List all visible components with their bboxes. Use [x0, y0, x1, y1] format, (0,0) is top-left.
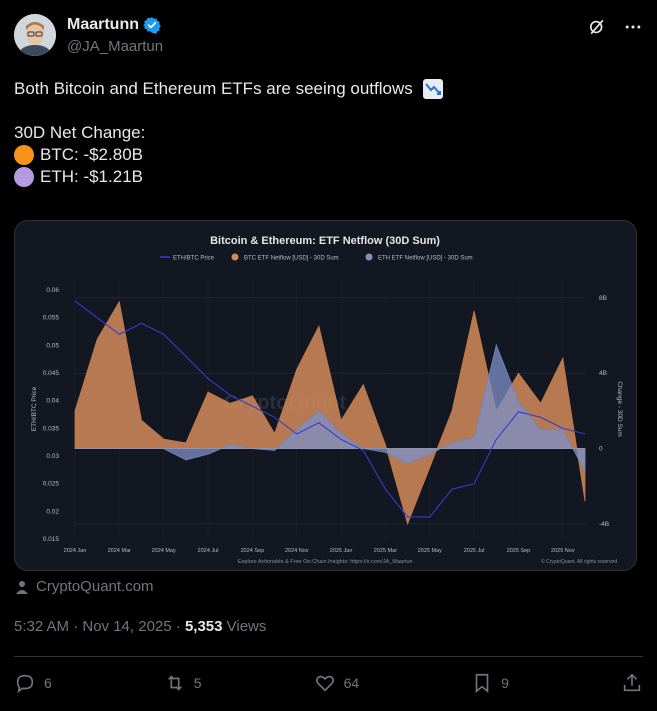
x-tick: 2025 May [418, 548, 442, 554]
repost-button[interactable]: 5 [164, 672, 202, 694]
tweet-line-btc: BTC: -$2.80B [14, 144, 634, 166]
repost-count: 5 [193, 675, 202, 691]
legend-swatch [231, 253, 239, 261]
btc-netflow-area [74, 300, 586, 526]
legend-entry: ETH/BTC Price [173, 256, 215, 262]
y-tick-left: 0.02 [46, 508, 59, 515]
eth-change: ETH: -$1.21B [40, 167, 143, 186]
chart-image[interactable]: Bitcoin & Ethereum: ETF Netflow (30D Sum… [14, 220, 637, 571]
tweet-header: Maartunn @JA_Maartun [14, 14, 644, 60]
share-icon [623, 673, 641, 692]
y-tick-left: 0.025 [43, 481, 60, 488]
like-count: 64 [343, 675, 360, 691]
x-tick: 2025 Sep [507, 548, 531, 554]
y-tick-left: 0.06 [46, 287, 59, 294]
grok-icon[interactable] [586, 16, 608, 38]
y-tick-left: 0.05 [46, 342, 59, 349]
legend-entry: BTC ETF Netflow [USD] - 30D Sum [244, 256, 339, 262]
orange-circle-icon [14, 145, 34, 165]
y-axis-label-left: ETH/BTC Price [31, 386, 38, 431]
chart-title: Bitcoin & Ethereum: ETF Netflow (30D Sum… [210, 235, 440, 247]
x-tick: 2025 Nov [551, 548, 575, 554]
tweet-meta: 5:32 AM · Nov 14, 2025 · 5,353 Views [14, 618, 266, 635]
reply-icon [16, 674, 34, 694]
x-tick: 2024 Sep [241, 548, 265, 554]
handle[interactable]: @JA_Maartun [67, 38, 164, 55]
x-tick: 2024 Mar [108, 548, 131, 554]
verified-badge-icon [143, 16, 161, 34]
chart-decreasing-icon [422, 79, 443, 99]
like-icon [315, 675, 334, 692]
x-tick: 2025 Jan [330, 548, 353, 554]
x-tick: 2024 Jan [64, 548, 87, 554]
source-label[interactable]: CryptoQuant.com [36, 578, 154, 595]
tweet-intro: Both Bitcoin and Ethereum ETFs are seein… [14, 79, 413, 98]
x-tick: 2024 May [152, 548, 176, 554]
chart-legend: ETH/BTC Price BTC ETF Netflow [USD] - 30D… [160, 253, 473, 262]
x-tick: 2025 Jul [464, 548, 485, 554]
tweet-text: Both Bitcoin and Ethereum ETFs are seein… [14, 78, 634, 188]
reply-button[interactable]: 6 [14, 672, 52, 694]
bookmark-button[interactable]: 9 [471, 672, 509, 694]
reply-count: 6 [44, 675, 52, 691]
y-tick-left: 0.015 [43, 536, 60, 543]
action-bar: 6 5 64 9 [14, 668, 643, 698]
tweet-line-2: 30D Net Change: [14, 123, 146, 142]
legend-swatch [365, 253, 373, 261]
purple-circle-icon [14, 167, 34, 187]
chart-footer-note: Explore Actionable & Free On-Chain Insig… [238, 559, 413, 565]
source-link[interactable]: CryptoQuant.com [14, 578, 154, 595]
btc-change: BTC: -$2.80B [40, 145, 143, 164]
y-tick-left: 0.035 [43, 425, 60, 432]
bookmark-count: 9 [501, 675, 509, 691]
y-tick-left: 0.055 [43, 315, 60, 322]
repost-icon [167, 675, 182, 691]
y-tick-right: 4B [599, 370, 607, 377]
x-tick: 2024 Nov [285, 548, 309, 554]
display-name[interactable]: Maartunn [67, 16, 139, 33]
divider [14, 656, 643, 657]
y-tick-right: 8B [599, 295, 607, 302]
views-label: Views [222, 618, 267, 635]
more-icon[interactable] [622, 16, 644, 38]
x-tick: 2024 Jul [198, 548, 219, 554]
chart-footer-copyright: © CryptoQuant. All rights reserved [541, 558, 617, 565]
y-tick-right: 0 [599, 446, 603, 453]
x-tick: 2025 Mar [374, 548, 397, 554]
tweet-line-1: Both Bitcoin and Ethereum ETFs are seein… [14, 78, 634, 100]
views-count: 5,353 [184, 618, 223, 635]
y-axis-label-right: Change - 30D Sum [616, 381, 623, 437]
tweet-line-eth: ETH: -$1.21B [14, 166, 634, 188]
legend-entry: ETH ETF Netflow [USD] - 30D Sum [378, 256, 473, 262]
like-button[interactable]: 64 [314, 672, 360, 694]
avatar[interactable] [14, 14, 56, 56]
bookmark-icon [475, 673, 489, 694]
y-tick-left: 0.03 [46, 453, 59, 460]
share-button[interactable] [621, 672, 643, 694]
y-tick-right: -4B [599, 521, 609, 528]
top-actions [586, 16, 644, 38]
y-tick-left: 0.04 [46, 398, 59, 405]
person-icon [16, 580, 28, 594]
etf-netflow-chart: Bitcoin & Ethereum: ETF Netflow (30D Sum… [31, 235, 623, 565]
eth-btc-price-line [74, 300, 586, 518]
y-tick-left: 0.045 [43, 370, 60, 377]
timestamp[interactable]: 5:32 AM · Nov 14, 2025 · [14, 618, 185, 635]
name-row: Maartunn [67, 16, 161, 34]
